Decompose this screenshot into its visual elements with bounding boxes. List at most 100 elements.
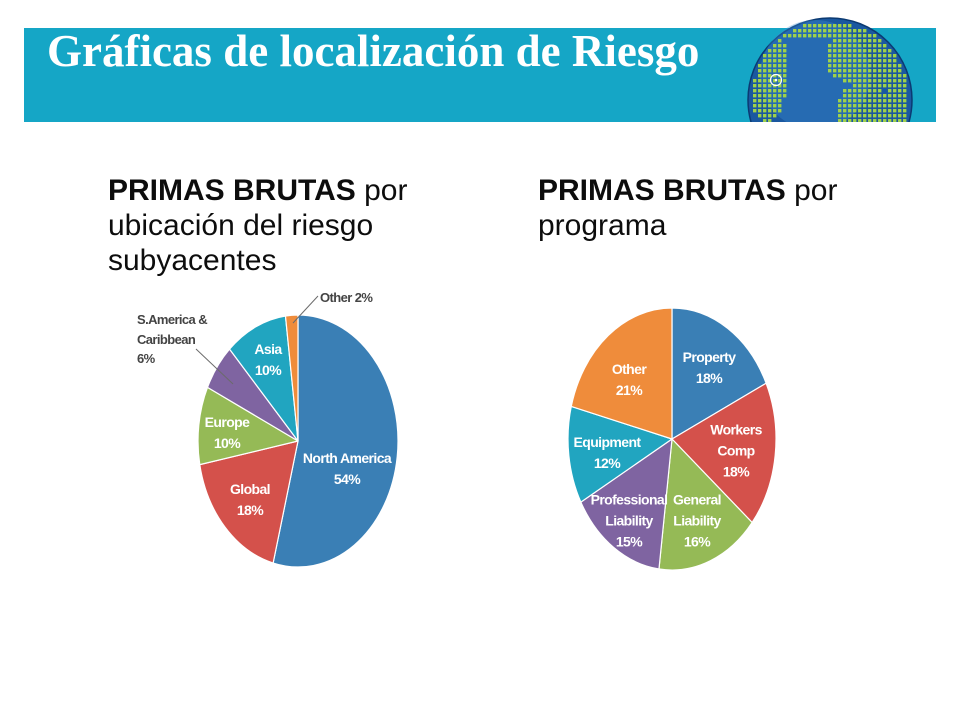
percent-sign: % — [348, 471, 361, 487]
location-pie-slice-asia — [228, 315, 299, 442]
slice-value: 18 — [722, 463, 738, 480]
slice-value-line: 10% — [197, 433, 257, 454]
globe-land-dot — [858, 54, 862, 58]
globe-land-dot — [773, 54, 777, 58]
globe-land-dot — [878, 109, 882, 113]
globe-land-dot — [868, 104, 872, 108]
globe-land-dot — [873, 104, 877, 108]
globe-land-dot — [758, 84, 762, 88]
globe-land-dot — [753, 94, 757, 98]
globe-land-dot — [868, 54, 872, 58]
globe-land-dot — [888, 119, 892, 122]
location-pie-slice-global — [199, 440, 299, 564]
globe-land-dot — [878, 79, 882, 83]
globe-land-dot — [873, 59, 877, 63]
globe-land-dot — [763, 114, 767, 118]
globe-land-dot — [838, 44, 842, 48]
globe-land-dot — [898, 109, 902, 113]
globe-land-dot — [763, 74, 767, 78]
globe-land-dot — [833, 74, 837, 78]
globe-land-dot — [823, 29, 827, 33]
location-pie-slice-europe — [197, 386, 299, 466]
globe-land-dot — [768, 109, 772, 113]
globe-land-dot — [843, 89, 847, 93]
globe-land-dot — [878, 104, 882, 108]
globe-land-dot — [878, 74, 882, 78]
globe-land-dot — [893, 69, 897, 73]
globe-land-dot — [903, 114, 907, 118]
globe-land-dot — [863, 84, 867, 88]
globe-land-dot — [858, 34, 862, 38]
globe-land-dot — [843, 109, 847, 113]
globe-land-dot — [763, 109, 767, 113]
slice-value: 10 — [254, 362, 270, 378]
globe-land-dot — [783, 84, 787, 88]
program-pie-label-general-liability: General Liability 16% — [665, 490, 729, 553]
percent-sign: % — [608, 455, 621, 471]
globe-land-dot — [868, 69, 872, 73]
globe-land-dot — [853, 74, 857, 78]
globe-land-dot — [753, 109, 757, 113]
globe-land-dot — [863, 109, 867, 113]
globe-land-dot — [773, 79, 777, 83]
globe-land-dot — [783, 49, 787, 53]
slice-name: Asia — [254, 341, 282, 357]
globe-land-dot — [853, 79, 857, 83]
globe-land-dot — [883, 49, 887, 53]
location-pie-slice-north-america — [272, 314, 399, 568]
globe-land-dot — [903, 109, 907, 113]
globe-land-dot — [828, 69, 832, 73]
globe-land-dot — [838, 119, 842, 122]
globe-land-dot — [863, 39, 867, 43]
globe-land-dot — [773, 69, 777, 73]
globe-land-dot — [763, 94, 767, 98]
globe-land-dot — [818, 24, 822, 28]
globe-land-dot — [878, 64, 882, 68]
globe-land-dot — [853, 59, 857, 63]
slice-name: S.America & Caribbean — [137, 312, 208, 347]
globe-land-dot — [828, 64, 832, 68]
globe-land-dot — [863, 34, 867, 38]
globe-land-dot — [758, 104, 762, 108]
program-pie-slice-general-liability — [658, 438, 753, 571]
globe-land-dot — [768, 94, 772, 98]
globe-land-dot — [873, 69, 877, 73]
globe-land-dot — [768, 89, 772, 93]
globe-land-dot — [753, 89, 757, 93]
slice-value: 21 — [615, 382, 631, 398]
globe-land-dot — [868, 44, 872, 48]
percent-sign: % — [698, 533, 711, 550]
globe-land-dot — [833, 59, 837, 63]
globe-land-dot — [863, 99, 867, 103]
globe-land-dot — [778, 109, 782, 113]
globe-land-dot — [758, 89, 762, 93]
globe-land-dot — [858, 109, 862, 113]
globe-land-dot — [843, 99, 847, 103]
globe-land-dot — [858, 104, 862, 108]
globe-land-dot — [848, 69, 852, 73]
globe-land-dot — [878, 89, 882, 93]
globe-land-dot — [848, 99, 852, 103]
globe-land-dot — [768, 69, 772, 73]
globe-land-dot — [858, 64, 862, 68]
globe-land-dot — [898, 74, 902, 78]
location-pie-leader-s-america-caribbean — [195, 348, 234, 385]
globe-land-dot — [783, 69, 787, 73]
globe-land-dot — [783, 64, 787, 68]
globe-land-dot — [763, 54, 767, 58]
globe-land-dot — [848, 109, 852, 113]
globe-land-dot — [868, 39, 872, 43]
globe-land-dot — [853, 29, 857, 33]
globe-land-dot — [873, 49, 877, 53]
globe-land-dot — [753, 84, 757, 88]
globe-land-dot — [858, 119, 862, 122]
globe-land-dot — [813, 24, 817, 28]
globe-land-dot — [828, 54, 832, 58]
globe-land-dot — [863, 64, 867, 68]
globe-land-dot — [853, 69, 857, 73]
globe-land-dot — [858, 44, 862, 48]
globe-land-dot — [758, 94, 762, 98]
globe-land-dot — [893, 94, 897, 98]
slice-name: Other — [320, 290, 352, 305]
globe-land-dot — [853, 109, 857, 113]
